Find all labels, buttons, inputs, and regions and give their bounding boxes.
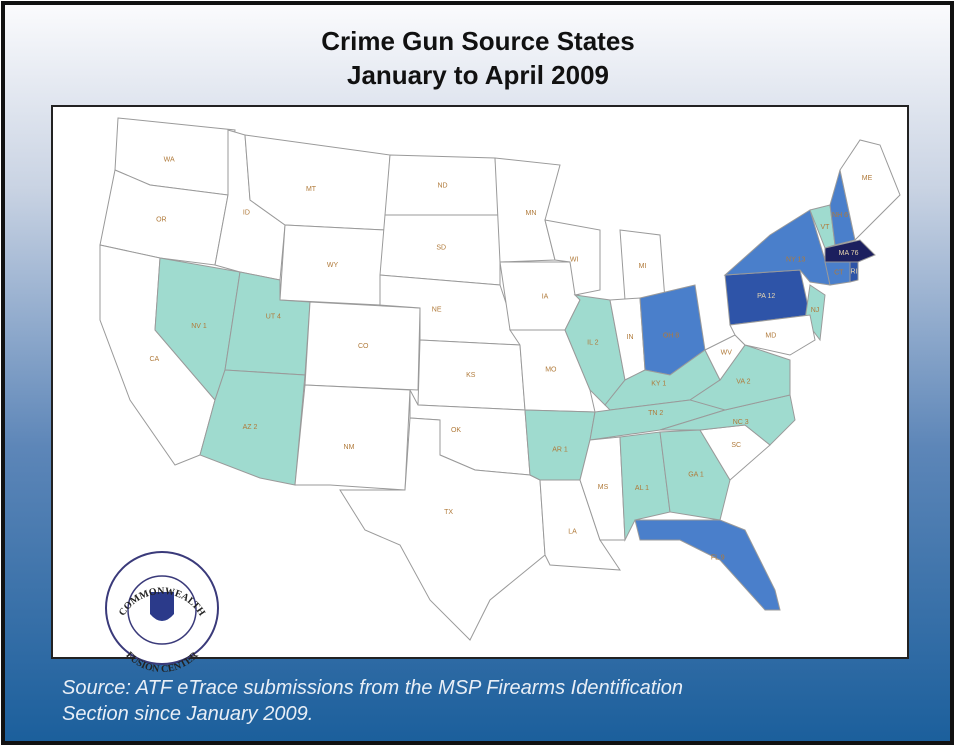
state-label: RI [851,268,858,275]
seal: COMMONWEALTH FUSION CENTER [105,551,219,675]
state-label: OR [156,217,167,224]
state-label: WA [164,156,175,163]
state-label: NH 6 [832,212,848,219]
state-label: KS [466,372,476,379]
state-label: ND [437,183,447,190]
state-label: VA 2 [736,379,750,386]
state-label: IL 2 [587,340,599,347]
state-label: NC 3 [733,419,749,426]
state-label: CA [150,356,160,363]
state-label: UT 4 [266,313,281,320]
state-label: MD [765,333,776,340]
states: WA OR CA NV 1 ID MT WY UT 4 AZ 2 CO NM ND SD NE KS OK TX… [99,117,901,641]
state-label: AZ 2 [243,424,258,431]
state-label: WY [327,262,339,269]
state-label: OH 8 [663,332,679,339]
source-line: Source: ATF eTrace submissions from the … [62,677,683,699]
state-label: TX [444,509,453,516]
state-label: FL 9 [711,555,725,562]
state-label: ME [862,175,873,182]
state [659,394,796,446]
state [634,519,781,611]
state-label: AR 1 [552,446,568,453]
state-label: NY 13 [786,256,805,263]
state-label: MT [306,186,317,193]
title-line: Crime Gun Source States [321,26,635,56]
state-label: PA 12 [757,293,775,300]
source-line: Section since January 2009. [62,703,313,725]
state-label: OK [451,427,461,434]
state-label: MO [545,366,557,373]
state-label: SC [731,442,741,449]
state-label: WI [570,256,579,263]
state-label: AL 1 [635,485,649,492]
state [499,261,581,331]
state [824,239,876,263]
state-label: MN [526,210,537,217]
state-label: LA [568,529,577,536]
state [619,431,671,542]
state [849,261,859,283]
state-label: GA 1 [688,472,704,479]
state-label: WV [721,349,733,356]
state-label: NE [432,307,442,314]
state [729,314,816,356]
state-label: IN [627,334,634,341]
state-label: NV 1 [191,323,207,330]
state-label: VT [821,224,831,231]
state-label: MS [598,484,609,491]
state [199,369,306,486]
state-label: MI [639,263,647,270]
state-label: IA [542,294,549,301]
state-label: KY 1 [651,381,666,388]
state [579,436,626,541]
state [839,139,901,242]
state-label: ID [243,210,250,217]
state [339,417,546,641]
state-label: NJ [811,307,820,314]
state [294,384,411,491]
state-label: CO [358,343,369,350]
state-label: TN 2 [648,410,663,417]
state-label: MA 76 [839,250,859,257]
state-label: SD [436,244,446,251]
state-label: NM [344,444,355,451]
state-label: CT [834,270,844,277]
title-line: January to April 2009 [347,60,609,90]
